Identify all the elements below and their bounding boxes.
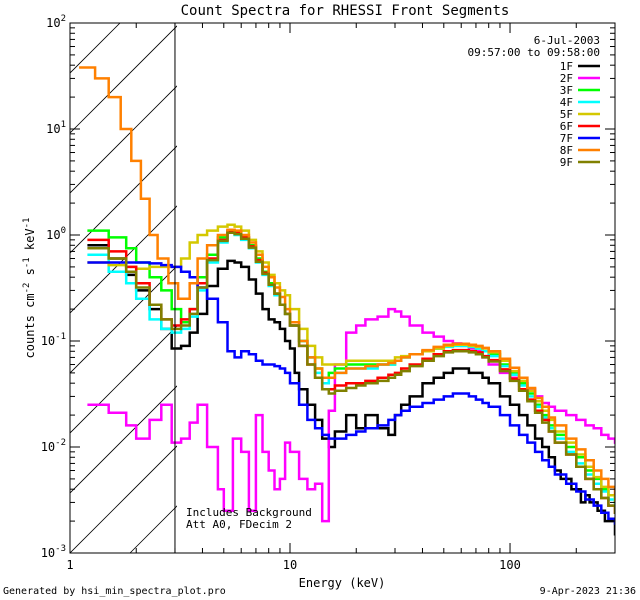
- excluded-energy-hatch: [70, 0, 640, 553]
- y-axis-label: counts cm-2 s-1 keV-1: [22, 218, 37, 359]
- legend-label-6F: 6F: [560, 120, 573, 133]
- legend-label-8F: 8F: [560, 144, 573, 157]
- x-axis-label: Energy (keV): [299, 576, 386, 590]
- legend-label-7F: 7F: [560, 132, 573, 145]
- legend-label-5F: 5F: [560, 108, 573, 121]
- series-line-8F: [79, 66, 615, 496]
- hatch-line: [70, 23, 121, 74]
- hatch-line: [70, 205, 177, 314]
- hatch-line: [430, 0, 640, 553]
- hatch-line: [70, 445, 177, 553]
- y-tick-label: 10-1: [41, 332, 66, 348]
- footer-timestamp: 9-Apr-2023 21:36: [540, 586, 636, 597]
- hatch-line: [70, 25, 177, 134]
- x-tick-label: 1: [66, 558, 73, 572]
- legend-label-9F: 9F: [560, 156, 573, 169]
- footer-generated-by: Generated by hsi_min_spectra_plot.pro: [3, 586, 226, 597]
- x-tick-label: 10: [283, 558, 297, 572]
- y-tick-label: 100: [46, 226, 66, 242]
- hatch-line: [250, 0, 640, 553]
- y-tick-label: 101: [46, 120, 66, 136]
- legend-label-1F: 1F: [560, 60, 573, 73]
- hatch-line: [70, 145, 177, 254]
- series-line-7F: [87, 261, 615, 525]
- annotation-background: Includes Background: [186, 506, 312, 519]
- series-line-1F: [87, 244, 615, 536]
- observation-time-range: 09:57:00 to 09:58:00: [468, 46, 600, 59]
- legend-label-2F: 2F: [560, 72, 573, 85]
- x-tick-label: 100: [499, 558, 521, 572]
- legend-label-3F: 3F: [560, 84, 573, 97]
- legend-label-4F: 4F: [560, 96, 573, 109]
- y-tick-label: 10-2: [41, 438, 66, 454]
- y-tick-label: 10-3: [41, 544, 66, 560]
- y-tick-label: 102: [46, 14, 66, 30]
- annotation-attenuator: Att A0, FDecim 2: [186, 518, 292, 531]
- series-line-9F: [87, 231, 615, 514]
- plot-frame: [69, 22, 616, 554]
- series-line-5F: [87, 223, 615, 504]
- observation-date: 6-Jul-2003: [534, 34, 600, 47]
- series-line-2F: [87, 307, 615, 523]
- hatch-line: [70, 385, 177, 494]
- chart-title: Count Spectra for RHESSI Front Segments: [181, 3, 510, 19]
